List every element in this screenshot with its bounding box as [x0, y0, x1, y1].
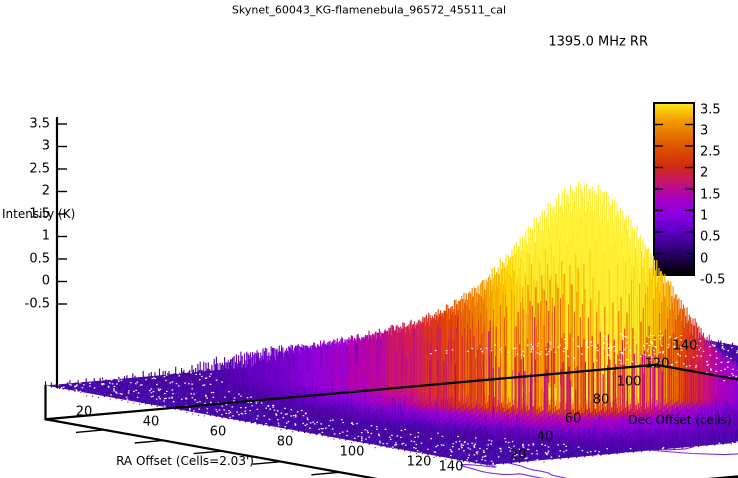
- surface-impulses: [481, 268, 657, 407]
- axes-layer: [44, 363, 738, 478]
- legend-label: 1395.0 MHz RR: [548, 34, 648, 50]
- x-tick: 80: [276, 434, 294, 450]
- surface-impulses: [398, 327, 633, 422]
- x-axis-tick: [75, 429, 105, 434]
- surface-impulses: [386, 331, 652, 418]
- z-tick: 0: [41, 273, 50, 289]
- surface-impulses: [499, 258, 658, 407]
- colorbar-tick: 0.5: [700, 229, 721, 245]
- surface-impulses: [413, 328, 615, 423]
- surface-impulses: [438, 329, 475, 414]
- z-tick: 1.5: [29, 206, 50, 222]
- z-axis-ticks: [57, 123, 67, 305]
- surface-impulses: [434, 314, 585, 418]
- surface-impulses: [346, 400, 717, 443]
- y-tick: 60: [564, 411, 582, 427]
- surface-impulses: [492, 263, 585, 406]
- surface-impulses: [458, 324, 565, 417]
- surface-impulses: [493, 309, 664, 413]
- surface-mesh-speckle: [56, 330, 738, 464]
- x-axis-base-line: [44, 418, 378, 478]
- x-tick: 40: [142, 414, 160, 430]
- surface-impulses: [414, 330, 547, 420]
- surface-impulses: [389, 327, 441, 412]
- colorbar-tick: 2.5: [700, 144, 721, 160]
- surface-layer: [44, 182, 738, 467]
- x-axis-tick: [193, 450, 223, 455]
- surface-impulses: [93, 337, 705, 462]
- surface-impulses: [367, 341, 546, 426]
- y-axis-far-line: [44, 363, 658, 421]
- colorbar-tick: -0.5: [700, 272, 726, 288]
- x-axis-tick: [252, 460, 282, 465]
- surface-impulses: [405, 356, 445, 415]
- x-tick: 60: [209, 424, 227, 440]
- x-tick: 20: [75, 404, 93, 420]
- z-tick: -0.5: [24, 296, 50, 312]
- surface-impulses: [371, 340, 570, 424]
- surface-impulses: [309, 346, 365, 409]
- surface-impulses: [486, 307, 553, 415]
- colorbar-tick: 3.5: [700, 102, 721, 118]
- colorbar-tick: 0: [700, 251, 709, 267]
- surface-impulses: [458, 301, 476, 407]
- surface-impulses: [384, 329, 404, 407]
- y-tick: 100: [616, 374, 642, 390]
- z-tick: 3: [41, 138, 50, 154]
- surface-impulses: [416, 327, 521, 417]
- surface-impulses: [242, 372, 715, 447]
- surface-impulses: [433, 319, 563, 418]
- z-tick: 2.5: [29, 161, 50, 177]
- z-tick: 3.5: [29, 116, 50, 132]
- surface-impulses: [480, 313, 505, 412]
- colorbar-tick: 3: [700, 123, 709, 139]
- x-axis-far-line: [654, 363, 738, 381]
- surface-impulses: [426, 317, 536, 388]
- y-tick: 80: [592, 392, 610, 408]
- surface-impulses: [272, 347, 640, 443]
- y-tick: 20: [509, 447, 527, 463]
- y-axis-label: Dec Offset (cells): [628, 413, 732, 427]
- surface-impulses: [435, 312, 650, 412]
- colorbar-ticks: [654, 123, 694, 255]
- surface-impulses: [483, 354, 536, 422]
- surface-impulses: [222, 341, 738, 451]
- x-axis-label: RA Offset (Cells=2.03'): [116, 454, 254, 468]
- surface-impulses: [397, 326, 426, 407]
- x-axis-tick: [134, 439, 164, 444]
- y-tick: 140: [672, 338, 698, 354]
- surface-impulses: [571, 284, 673, 405]
- surface-impulses: [278, 340, 713, 435]
- y-tick: 40: [536, 429, 554, 445]
- z-tick: 2: [41, 183, 50, 199]
- surface-impulses: [62, 346, 704, 459]
- x-tick: 140: [438, 459, 464, 475]
- colorbar-tick: 1.5: [700, 187, 721, 203]
- page-title: Skynet_60043_KG-flamenebula_96572_45511_…: [231, 3, 507, 17]
- surface-impulses: [598, 283, 667, 412]
- x-tick: 120: [406, 454, 432, 470]
- y-tick: 120: [644, 356, 670, 372]
- x-tick: 100: [339, 444, 365, 460]
- z-tick: 1: [41, 228, 50, 244]
- surface-impulses: [258, 404, 384, 434]
- x-axis-tick: [311, 471, 340, 476]
- z-tick: 0.5: [29, 251, 50, 267]
- surface-impulses: [489, 324, 517, 415]
- colorbar-tick: 1: [700, 208, 709, 224]
- colorbar-tick: 2: [700, 165, 709, 181]
- surface-impulses: [380, 348, 457, 417]
- surface-impulses: [296, 345, 663, 440]
- surface-impulses: [388, 417, 725, 448]
- z-axis-label: Intensity (K): [2, 207, 76, 221]
- surface-impulses: [513, 435, 515, 445]
